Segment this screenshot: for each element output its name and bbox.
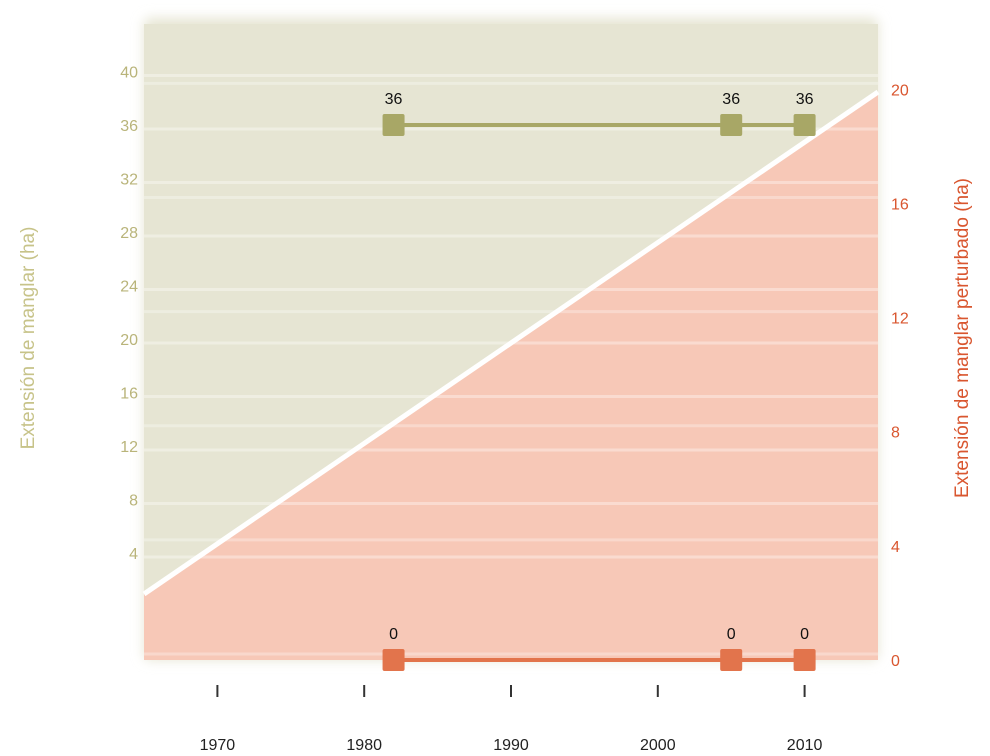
x-tick-label: 1990 xyxy=(493,737,529,754)
series-point-marker xyxy=(382,114,405,136)
data-label: 0 xyxy=(800,626,809,643)
plot-gridlines xyxy=(144,74,878,656)
y-right-tick-label: 4 xyxy=(891,539,900,556)
series-point-marker xyxy=(382,649,405,671)
y-axis-right-label: Extensión de manglar perturbado (ha) xyxy=(952,178,973,498)
series-layer: 36 36 36 0 0 0 xyxy=(382,91,816,671)
y-left-tick-label: 28 xyxy=(120,225,138,242)
y-left-tick-label: 4 xyxy=(129,546,138,563)
y-right-tick-label: 12 xyxy=(891,311,909,328)
y-right-tick-label: 0 xyxy=(891,653,900,670)
data-label: 0 xyxy=(389,626,398,643)
y-axis-left-label: Extensión de manglar (ha) xyxy=(18,227,39,450)
axes-layer: 4 8 12 16 20 24 28 32 36 40 0 4 8 12 16 20 1970 1980 1990 2… xyxy=(120,65,909,755)
y-left-tick-label: 24 xyxy=(120,279,138,296)
y-right-tick-label: 8 xyxy=(891,425,900,442)
series-point-marker xyxy=(720,649,743,671)
data-label: 36 xyxy=(722,91,740,108)
y-left-tick-label: 16 xyxy=(120,386,138,403)
x-tick-label: 2010 xyxy=(787,737,823,754)
y-left-tick-label: 20 xyxy=(120,332,138,349)
diagonal-divider xyxy=(142,89,880,597)
y-left-tick-label: 32 xyxy=(120,172,138,189)
lower-region xyxy=(144,92,878,660)
data-label: 0 xyxy=(727,626,736,643)
y-left-tick-label: 36 xyxy=(120,118,138,135)
y-right-tick-label: 20 xyxy=(891,82,909,99)
y-left-tick-label: 12 xyxy=(120,439,138,456)
series-point-marker xyxy=(793,649,816,671)
data-label: 36 xyxy=(796,91,814,108)
plot-background xyxy=(142,18,880,660)
series-point-marker xyxy=(720,114,743,136)
y-left-tick-label: 8 xyxy=(129,493,138,510)
y-left-tick-label: 40 xyxy=(120,65,138,82)
x-tick-label: 1970 xyxy=(200,737,236,754)
y-right-tick-label: 16 xyxy=(891,196,909,213)
x-tick-label: 2000 xyxy=(640,737,676,754)
x-tick-label: 1980 xyxy=(346,737,382,754)
data-label: 36 xyxy=(385,91,403,108)
series-point-marker xyxy=(793,114,816,136)
